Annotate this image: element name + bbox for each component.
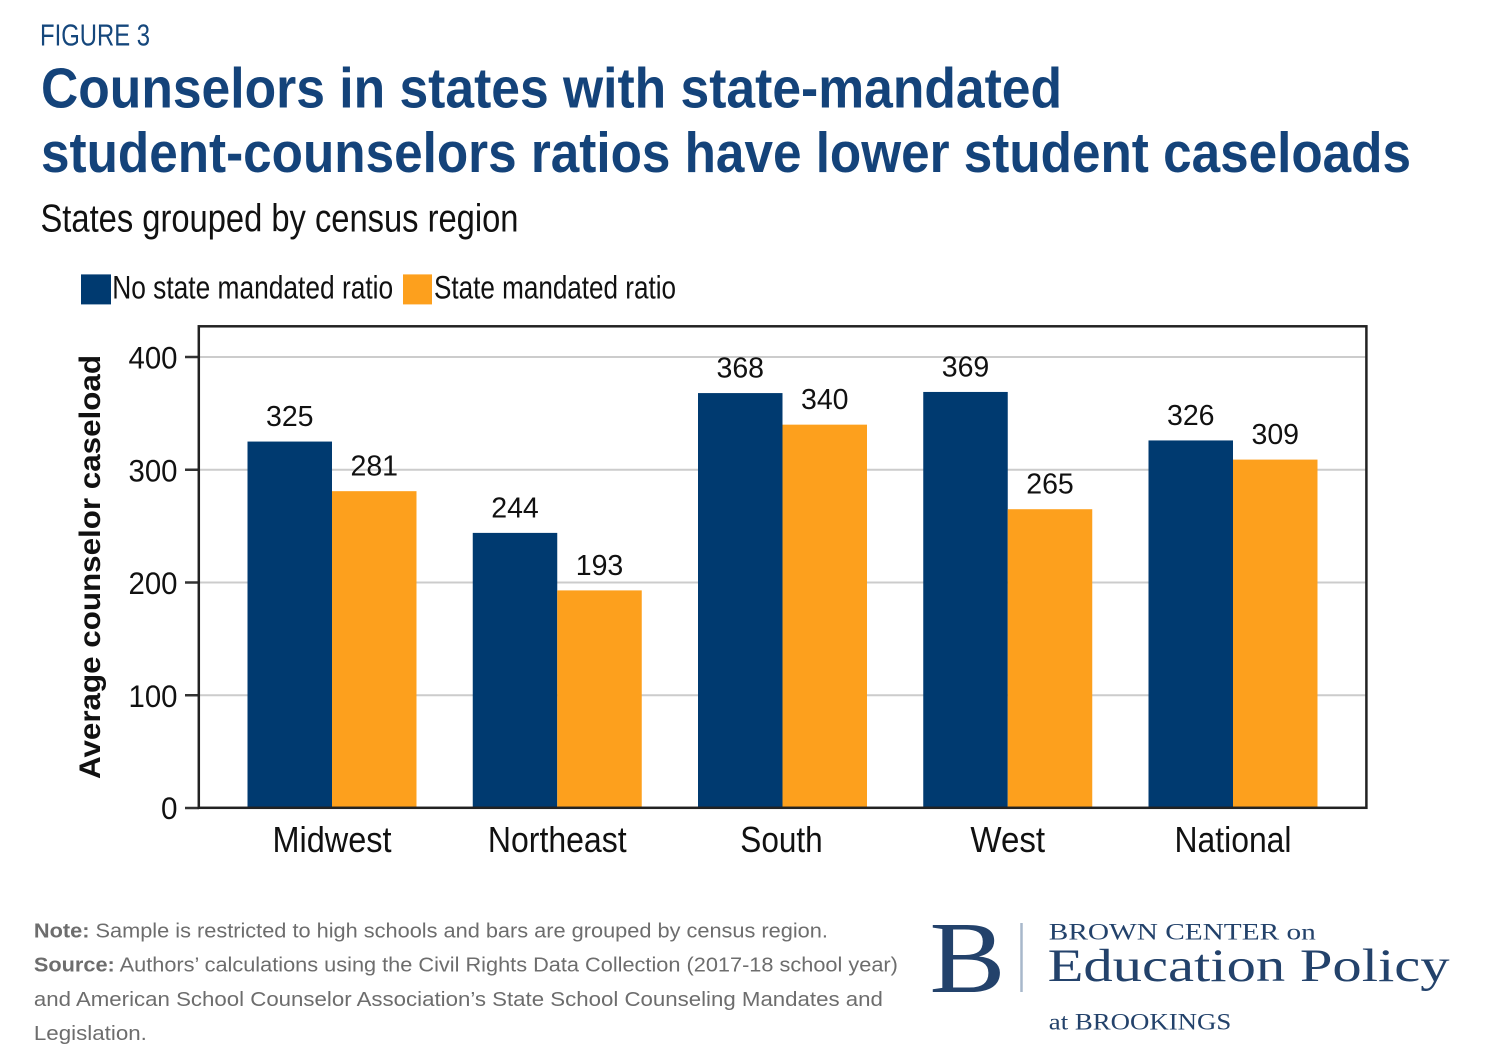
svg-text:and American School Counselor: and American School Counselor Associatio… [34,989,883,1011]
svg-text:400: 400 [129,340,178,376]
svg-text:244: 244 [491,492,539,524]
svg-text:at BROOKINGS: at BROOKINGS [1049,1009,1232,1034]
svg-text:193: 193 [576,550,624,582]
svg-text:326: 326 [1167,400,1215,432]
svg-text:300: 300 [129,452,178,488]
svg-text:Counselors in states with stat: Counselors in states with state-mandated [41,58,1062,121]
svg-text:States grouped by census regio: States grouped by census region [41,198,519,241]
svg-text:State mandated ratio: State mandated ratio [434,270,676,306]
svg-text:Education Policy: Education Policy [1048,940,1451,992]
svg-text:B: B [930,902,1006,1015]
svg-text:National: National [1175,819,1292,860]
svg-text:student-counselors ratios have: student-counselors ratios have lower stu… [41,122,1411,185]
svg-text:West: West [970,819,1045,860]
svg-text:368: 368 [716,353,764,385]
svg-text:South: South [740,819,822,860]
svg-text:Average counselor caseload: Average counselor caseload [74,355,107,779]
svg-text:Note: Sample is restricted to: Note: Sample is restricted to high schoo… [34,920,828,942]
svg-text:200: 200 [129,565,178,601]
svg-text:100: 100 [129,678,178,714]
svg-text:281: 281 [350,451,398,483]
svg-text:Northeast: Northeast [488,819,627,860]
svg-text:Midwest: Midwest [273,819,392,860]
svg-text:309: 309 [1251,419,1299,451]
svg-text:325: 325 [266,401,314,433]
svg-text:340: 340 [801,384,849,416]
svg-text:369: 369 [942,352,990,384]
svg-text:Legislation.: Legislation. [34,1023,147,1045]
svg-text:No state mandated ratio: No state mandated ratio [112,270,393,306]
svg-text:0: 0 [161,790,178,826]
svg-text:BROWN CENTER on: BROWN CENTER on [1049,920,1317,945]
svg-text:FIGURE 3: FIGURE 3 [40,19,150,53]
svg-text:265: 265 [1026,469,1074,501]
svg-text:Source: Authors’ calculations: Source: Authors’ calculations using the … [34,955,898,977]
